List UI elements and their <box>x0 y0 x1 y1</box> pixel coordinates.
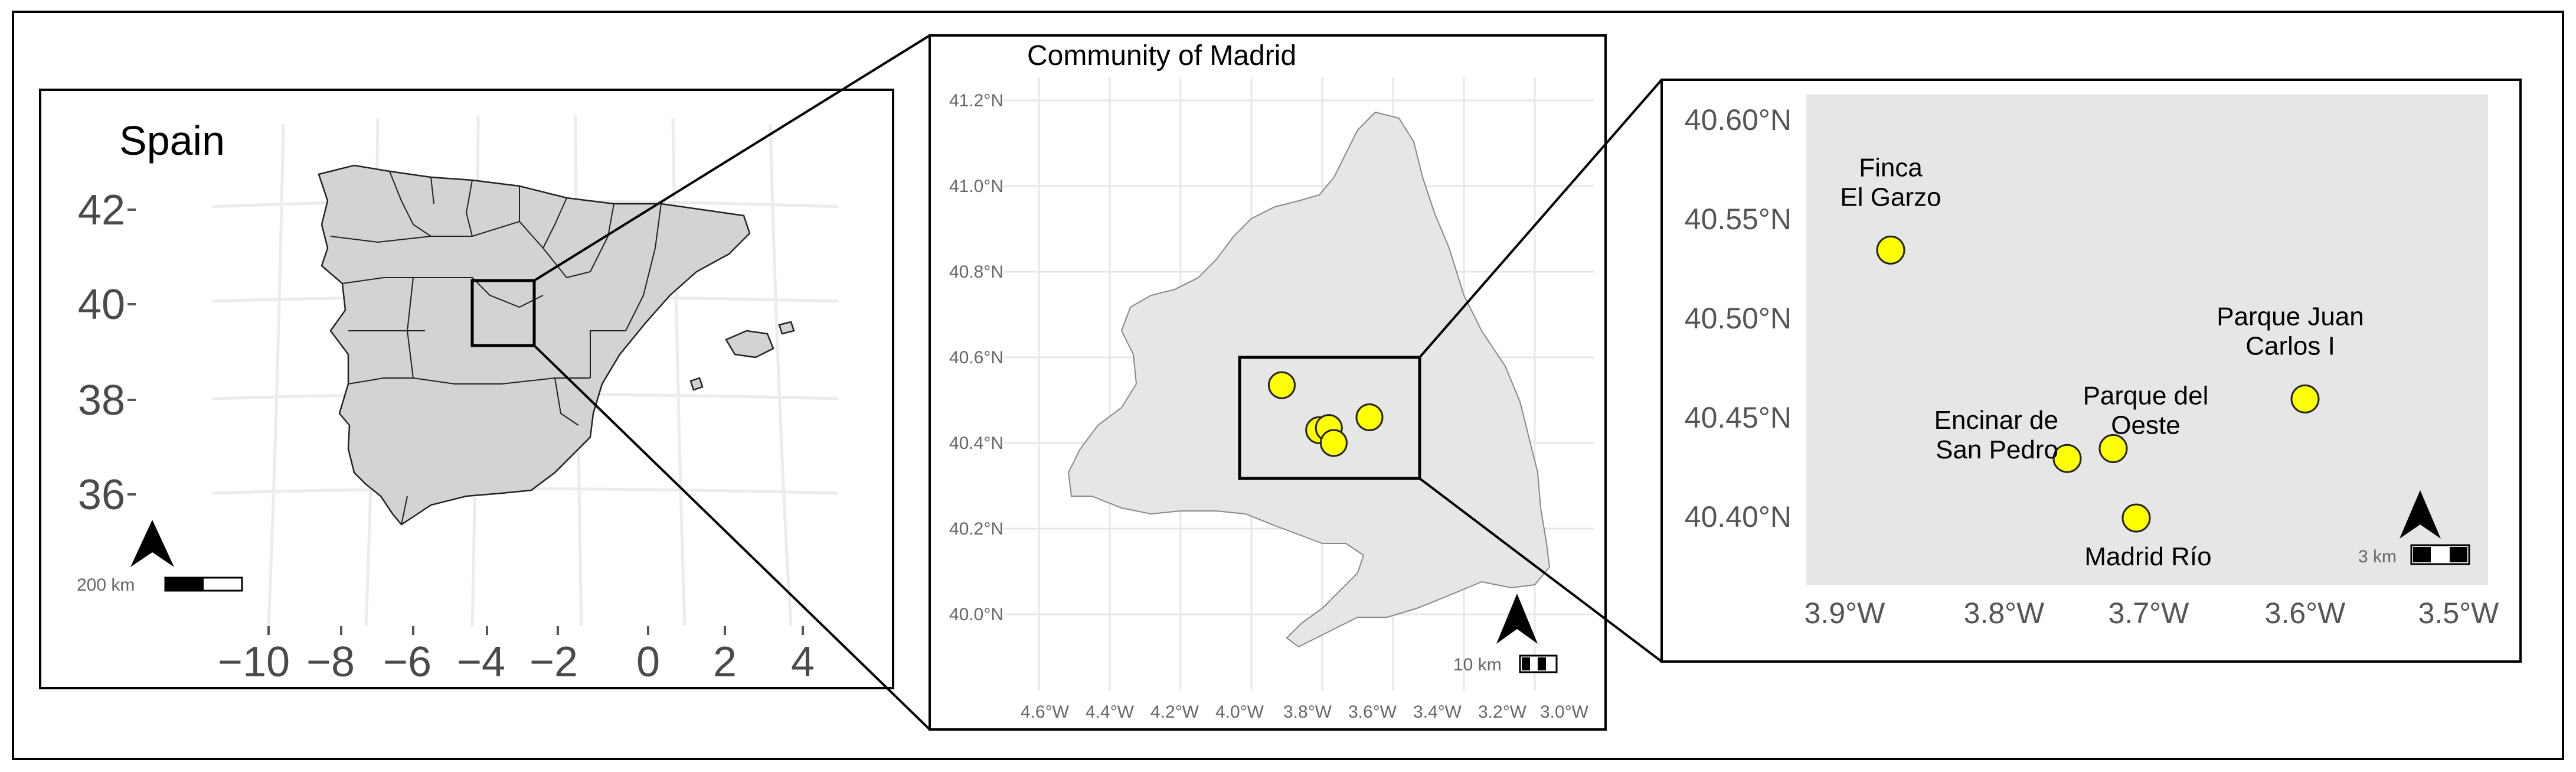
site-label-line: Encinar de <box>1934 406 2058 435</box>
madrid-panel: Community of Madrid 41.2°N 41.0°N 40.8°N… <box>929 34 1607 731</box>
north-arrow-icon <box>130 520 174 567</box>
north-arrow-icon <box>1496 594 1538 644</box>
y-tick-label: 40.6°N <box>949 348 1003 367</box>
x-tick-label: −4 <box>457 639 505 686</box>
x-tick-label: 3.5°W <box>2418 597 2500 630</box>
x-tick-label: 4.4°W <box>1086 702 1135 722</box>
scale-bar-label: 200 km <box>77 575 135 595</box>
site-label-line: Parque Juan <box>2217 302 2364 331</box>
x-tick-label: 3.6°W <box>2265 597 2346 630</box>
y-tick-label: 40.0°N <box>949 605 1003 624</box>
madrid-locator-box <box>470 279 536 347</box>
site-label: Parque del Oeste <box>2083 381 2209 439</box>
spain-map <box>318 164 795 526</box>
site-marker <box>1320 429 1348 457</box>
x-tick-label: 4.0°W <box>1215 702 1264 722</box>
y-tick-label: 40.50°N <box>1685 302 1792 335</box>
y-tick-label: 42 <box>78 187 125 234</box>
madrid-site-markers <box>1268 371 1384 457</box>
site-label-line: San Pedro <box>1936 435 2058 464</box>
y-tick-label: 40 <box>78 281 125 328</box>
x-tick-label: 3.9°W <box>1804 597 1886 630</box>
site-label: Finca El Garzo <box>1840 153 1941 211</box>
x-tick-label: 3.0°W <box>1540 702 1589 722</box>
zoom-connector-lines <box>533 34 931 731</box>
madrid-x-axis: 4.6°W 4.4°W 4.2°W 4.0°W 3.8°W 3.6°W 3.4°… <box>1021 702 1589 722</box>
site-label: Parque Juan Carlos I <box>2217 302 2364 360</box>
x-tick-label: 3.8°W <box>1964 597 2045 630</box>
site-label-line: El Garzo <box>1840 183 1941 211</box>
scale-bar-label: 3 km <box>2358 547 2397 566</box>
x-tick-label: −10 <box>218 639 290 686</box>
scale-bar: 10 km <box>1453 654 1558 675</box>
site-marker <box>1268 371 1296 399</box>
y-tick-label: 41.0°N <box>949 177 1003 196</box>
y-tick-label: 36 <box>78 471 125 519</box>
site-marker <box>2098 434 2128 463</box>
spain-title: Spain <box>119 118 225 164</box>
balearic-islands <box>689 321 795 391</box>
spain-x-axis: −10 −8 −6 −4 −2 0 2 4 <box>218 626 815 686</box>
x-tick-label: 2 <box>713 639 737 686</box>
x-tick-label: 3.2°W <box>1478 702 1527 722</box>
north-arrow-icon <box>2400 490 2441 539</box>
site-label-line: Finca <box>1859 153 1923 182</box>
y-tick-label: 40.4°N <box>949 434 1003 453</box>
site-label-line: Oeste <box>2111 411 2180 439</box>
zoom-connector-lines <box>1418 79 1663 663</box>
zoom-site-markers: Finca El Garzo Encinar de San Pedro Parque d… <box>1840 153 2363 571</box>
y-tick-label: 41.2°N <box>949 91 1003 110</box>
site-label-line: Madrid Río <box>2084 542 2211 571</box>
scale-bar: 200 km <box>77 575 243 595</box>
site-marker <box>2290 384 2320 413</box>
x-tick-label: −8 <box>306 639 355 686</box>
site-label-line: Carlos I <box>2245 331 2335 360</box>
x-tick-label: 0 <box>636 639 660 686</box>
y-tick-label: 40.55°N <box>1685 203 1792 236</box>
sites-extent-box <box>1238 356 1421 480</box>
sites-y-axis: 40.60°N 40.55°N 40.50°N 40.45°N 40.40°N <box>1685 103 1792 533</box>
madrid-region-shape <box>1067 111 1551 648</box>
x-tick-label: −6 <box>383 639 431 686</box>
x-tick-label: 4 <box>791 639 815 686</box>
madrid-title: Community of Madrid <box>1027 40 1296 71</box>
scale-bar-label: 10 km <box>1453 655 1502 675</box>
scale-bar: 3 km <box>2358 544 2470 566</box>
site-marker <box>2121 503 2151 533</box>
y-tick-label: 40.40°N <box>1685 500 1792 533</box>
sites-x-axis: 3.9°W 3.8°W 3.7°W 3.6°W 3.5°W <box>1804 597 2500 630</box>
y-tick-label: 40.2°N <box>949 519 1003 539</box>
sites-panel: Finca El Garzo Encinar de San Pedro Parque d… <box>1660 79 2522 663</box>
site-marker <box>1355 403 1384 431</box>
madrid-y-axis: 41.2°N 41.0°N 40.8°N 40.6°N 40.4°N 40.2°… <box>949 91 1003 624</box>
spain-y-axis: 42 40 38 36 <box>78 187 136 519</box>
site-marker <box>2052 444 2082 473</box>
sites-plot-area <box>1806 95 2488 585</box>
x-tick-label: −2 <box>529 639 578 686</box>
x-tick-label: 3.7°W <box>2108 597 2190 630</box>
site-marker <box>1876 235 1905 265</box>
spain-internal-borders <box>330 171 662 525</box>
spain-panel: Spain 42 40 38 36 −10 −8 −6 −4 −2 0 <box>39 89 894 689</box>
x-tick-label: 3.8°W <box>1283 702 1332 722</box>
site-label: Encinar de San Pedro <box>1934 406 2058 464</box>
site-label-line: Parque del <box>2083 381 2209 410</box>
y-tick-label: 40.45°N <box>1685 401 1792 434</box>
site-label: Madrid Río <box>2084 542 2211 571</box>
x-tick-label: 4.2°W <box>1150 702 1199 722</box>
y-tick-label: 38 <box>78 377 125 424</box>
x-tick-label: 4.6°W <box>1021 702 1070 722</box>
y-tick-label: 40.60°N <box>1685 103 1792 136</box>
y-tick-label: 40.8°N <box>949 262 1003 282</box>
x-tick-label: 3.4°W <box>1413 702 1462 722</box>
x-tick-label: 3.6°W <box>1348 702 1397 722</box>
